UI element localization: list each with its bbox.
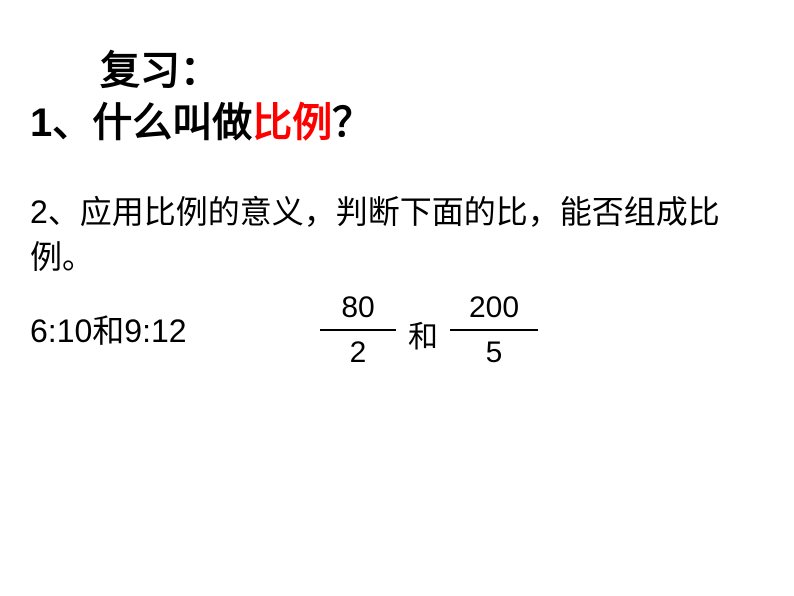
fraction-2-denominator: 5 (478, 333, 511, 372)
review-heading: 复习： (100, 38, 220, 96)
question-2-text: 、应用比例的意义，判断下面的比，能否组成比例。 (30, 194, 720, 275)
fraction-1-bar (320, 329, 396, 331)
fraction-2: 200 5 (450, 288, 538, 372)
question-1-prefix: 什么叫做 (92, 100, 252, 145)
question-1-highlight: 比例 (252, 100, 332, 145)
ratio-1-left: 6:10 (30, 313, 92, 349)
question-1-number: 1 (30, 101, 52, 145)
fraction-and: 和 (408, 312, 438, 356)
question-2: 2、应用比例的意义，判断下面的比，能否组成比例。 (30, 190, 730, 280)
fraction-2-bar (450, 329, 538, 331)
ratio-example-1: 6:10和9:12 (30, 306, 187, 352)
fraction-1: 80 2 (320, 288, 396, 372)
question-1-suffix: ？ (332, 100, 372, 145)
fraction-example: 80 2 和 200 5 (320, 288, 538, 372)
fraction-2-numerator: 200 (461, 288, 527, 327)
question-2-number: 2 (30, 194, 48, 230)
fraction-1-denominator: 2 (342, 333, 375, 372)
ratio-1-right: 9:12 (124, 313, 186, 349)
ratio-1-and: 和 (92, 313, 124, 349)
question-1-separator: 、 (52, 100, 92, 145)
question-1: 1、什么叫做比例？ (30, 90, 372, 148)
fraction-1-numerator: 80 (333, 288, 382, 327)
